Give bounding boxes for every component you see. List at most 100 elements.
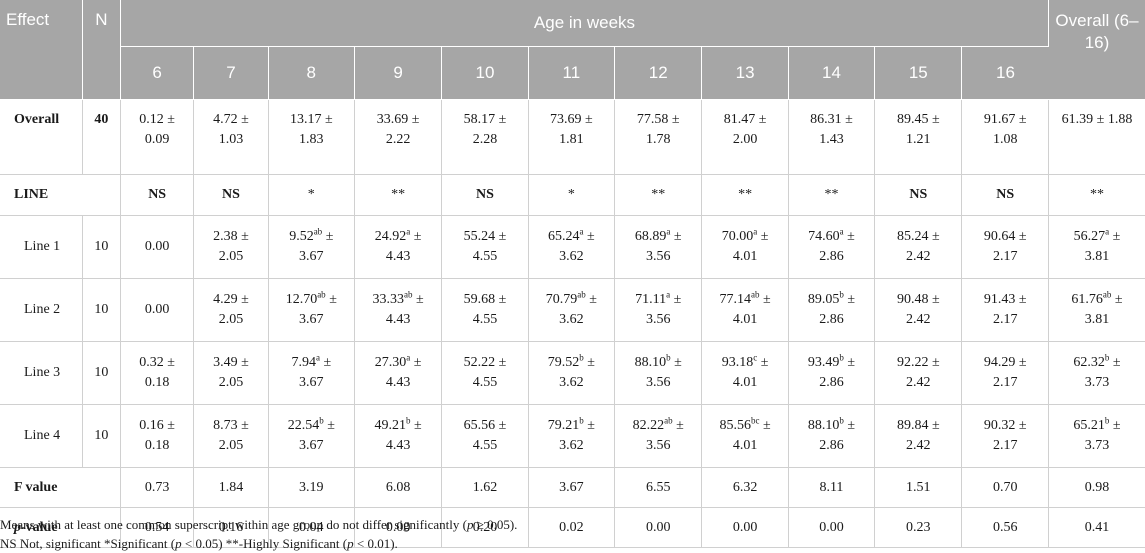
plus-minus-sign: ± — [583, 229, 595, 244]
superscript-letter: b — [1104, 352, 1110, 363]
superscript-letter: a — [315, 352, 320, 363]
mean-value: 59.68 ± — [463, 292, 507, 307]
cell-mean-se: 0.00 — [120, 215, 195, 279]
se-value: 3.56 — [645, 249, 671, 264]
table-row-f-value: F value 0.73 1.84 3.19 6.08 1.62 3.67 6.55 6.32 8… — [0, 467, 1145, 508]
table-row-overall: Overall 40 0.12 ± 0.09 4.72 ± 1.03 13.17 ± 1.83… — [0, 99, 1145, 175]
cell-mean-se: 85.24 ± 2.42 — [874, 215, 963, 279]
cell-overall: 61.39 ± 1.88 — [1048, 99, 1145, 175]
se-value: 3.56 — [645, 375, 671, 390]
cell-mean-se: 65.21b ±3.73 — [1048, 404, 1145, 468]
se-value: 1.83 — [299, 132, 324, 147]
se-value: 4.01 — [732, 375, 758, 390]
mean-value: 55.24 ± — [463, 229, 507, 244]
se-value: 1.08 — [992, 132, 1018, 147]
superscript-letter: ab — [404, 289, 413, 300]
mean-value: 52.22 ± — [463, 355, 507, 370]
mean-value: 85.24 ± — [896, 229, 940, 244]
cell-mean-se: 0.32 ± 0.18 — [120, 341, 195, 405]
plus-minus-sign: ± — [759, 418, 771, 433]
superscript-letter: a — [579, 226, 584, 237]
se-value: 2.42 — [906, 312, 931, 327]
mean-value: 92.22 ± — [896, 355, 940, 370]
plus-minus-sign: ± — [325, 292, 337, 307]
plus-minus-sign: ± — [843, 229, 855, 244]
cell-mean-se: 65.24a ±3.62 — [528, 215, 616, 279]
mean-value: 4.72 ± — [213, 112, 249, 127]
row-label: Line 2 — [0, 278, 83, 342]
header-week-7: 7 — [193, 46, 269, 100]
mean-value: 4.29 ± — [213, 292, 249, 307]
cell-f-value: 0.70 — [961, 467, 1049, 508]
se-value: 2.86 — [819, 375, 844, 390]
cell-p-value: 0.20 — [441, 507, 529, 548]
plus-minus-sign: ± — [410, 229, 422, 244]
se-value: 4.01 — [732, 249, 758, 264]
se-value: 1.03 — [218, 132, 244, 147]
plus-minus-sign: ± — [410, 418, 422, 433]
cell-mean-se: 82.22ab ±3.56 — [614, 404, 703, 468]
mean-value: 93.49 — [807, 355, 840, 370]
se-value: 3.81 — [1084, 312, 1110, 327]
se-value: 2.42 — [906, 249, 931, 264]
se-value: 4.43 — [385, 438, 411, 453]
mean-value: 0.32 ± — [139, 355, 175, 370]
se-value: 4.55 — [472, 375, 498, 390]
mean-value: 62.32 — [1073, 355, 1105, 370]
cell-mean-se: 65.56 ± 4.55 — [441, 404, 529, 468]
cell-mean-se: 0.00 — [120, 278, 195, 342]
cell-mean-se: 86.31 ± 1.43 — [788, 99, 876, 175]
header-week-6: 6 — [120, 46, 195, 100]
se-value: 3.62 — [559, 375, 584, 390]
mean-value: 74.60 — [808, 229, 840, 244]
mean-value: 0.00 — [144, 302, 170, 317]
header-week-13: 13 — [701, 46, 789, 100]
row-label-overall: Overall — [0, 99, 83, 175]
se-value: 0.09 — [144, 132, 170, 147]
se-value: 4.55 — [472, 312, 498, 327]
superscript-letter: ab — [317, 289, 326, 300]
mean-value: 86.31 ± — [810, 112, 853, 127]
superscript-letter: ab — [1102, 289, 1112, 300]
plus-minus-sign: ± — [319, 355, 332, 370]
cell-mean-se: 24.92a ±4.43 — [354, 215, 443, 279]
mean-value: 0.12 ± — [139, 112, 175, 127]
cell-mean-se: 49.21b ±4.43 — [354, 404, 443, 468]
mean-value: 82.22 — [632, 418, 665, 433]
se-value: 2.05 — [218, 438, 244, 453]
mean-value: 90.32 ± — [983, 418, 1027, 433]
cell-mean-se: 55.24 ± 4.55 — [441, 215, 529, 279]
se-value: 3.73 — [1084, 375, 1110, 390]
se-value: 2.28 — [472, 132, 498, 147]
plus-minus-sign: ± — [322, 229, 334, 244]
superscript-letter: b — [319, 415, 324, 426]
mean-value: 77.14 — [719, 292, 751, 307]
footnote-superscript-meaning: Means with at least one common superscri… — [0, 517, 518, 532]
mean-value: 94.29 ± — [983, 355, 1027, 370]
table-row-line: LINE NS NS * ** NS * ** ** ** NS NS ** — [0, 174, 1145, 216]
cell-significance: ** — [614, 174, 703, 216]
table-row-line-2: Line 2 10 0.00 4.29 ±2.05 12.70ab ±3.67 33.33… — [0, 278, 1145, 342]
cell-mean-se: 58.17 ± 2.28 — [441, 99, 529, 175]
se-value: 3.56 — [645, 312, 671, 327]
cell-mean-se: 70.00a ±4.01 — [701, 215, 789, 279]
se-value: 1.21 — [906, 132, 931, 147]
cell-f-value: 1.51 — [874, 467, 963, 508]
cell-n: 10 — [82, 404, 122, 468]
se-value: 4.55 — [472, 249, 498, 264]
superscript-letter: b — [839, 352, 844, 363]
header-week-9: 9 — [354, 46, 443, 100]
cell-mean-se: 73.69 ± 1.81 — [528, 99, 616, 175]
cell-mean-se: 88.10b ±3.56 — [614, 341, 703, 405]
cell-f-value: 3.67 — [528, 467, 616, 508]
superscript-letter: ab — [750, 289, 760, 300]
plus-minus-sign: ± — [670, 229, 682, 244]
cell-n: 10 — [82, 215, 122, 279]
se-value: 2.17 — [992, 375, 1018, 390]
superscript-letter: a — [1105, 226, 1110, 237]
cell-mean-se: 70.79ab ±3.62 — [528, 278, 616, 342]
row-label-line: LINE — [0, 174, 121, 216]
se-value: 3.56 — [645, 438, 671, 453]
cell-mean-se: 0.16 ± 0.18 — [120, 404, 195, 468]
